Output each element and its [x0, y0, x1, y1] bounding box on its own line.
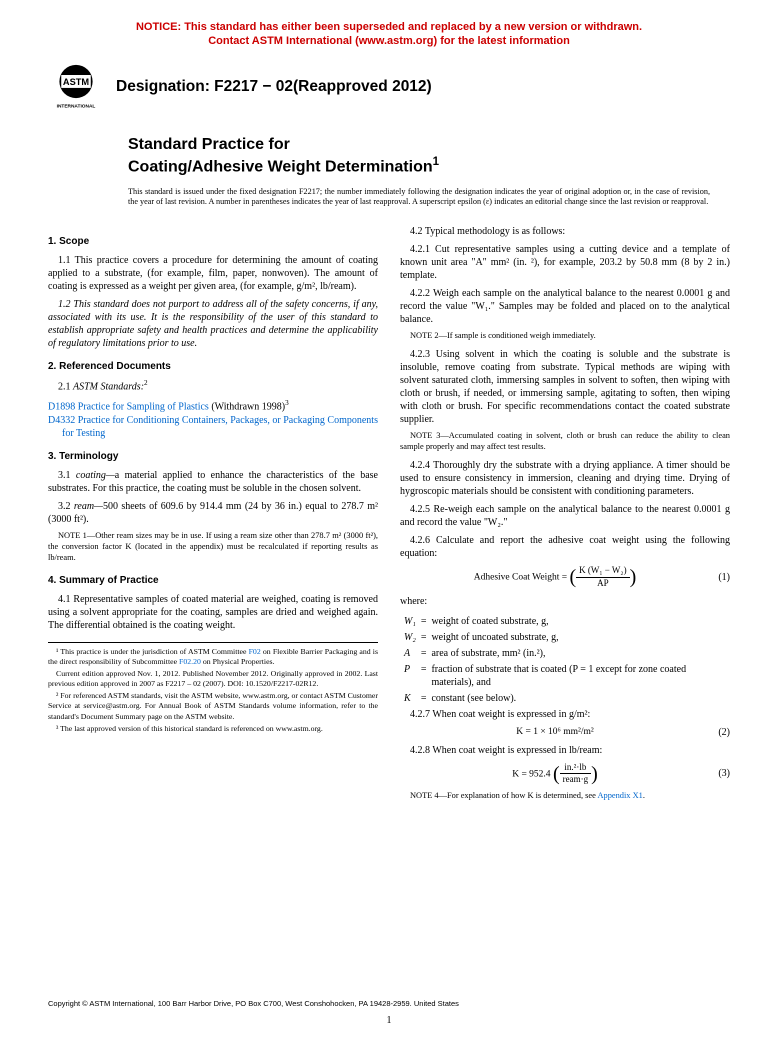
- p422: 4.2.2 Weigh each sample on the analytica…: [400, 287, 730, 326]
- eq3-den: ream·g: [560, 774, 591, 786]
- page-number: 1: [0, 1014, 778, 1027]
- equation-1: Adhesive Coat Weight = (K (W₁ − W₂)AP) (…: [400, 565, 730, 589]
- ref-d4332-text[interactable]: Practice for Conditioning Containers, Pa…: [62, 415, 378, 439]
- p42: 4.2 Typical methodology is as follows:: [400, 225, 730, 238]
- fn1c: on Physical Properties.: [201, 657, 275, 666]
- title-line2: Coating/Adhesive Weight Determination1: [128, 155, 730, 177]
- ref-d1898-text[interactable]: Practice for Sampling of Plastics: [78, 401, 209, 412]
- term-ream: 3.2 ream—500 sheets of 609.6 by 914.4 mm…: [48, 500, 378, 526]
- w1-def: weight of coated substrate, g,: [431, 615, 728, 629]
- note-4: NOTE 4—For explanation of how K is deter…: [400, 791, 730, 802]
- p-def: fraction of substrate that is coated (P …: [431, 663, 728, 690]
- term-coating-term: coating—: [76, 470, 115, 481]
- fn1-link2[interactable]: F02.20: [179, 657, 201, 666]
- eq1-num: K (W₁ − W₂): [576, 565, 629, 578]
- eq1-no: (1): [710, 571, 730, 584]
- p425: 4.2.5 Re-weigh each sample on the analyt…: [400, 503, 730, 529]
- header: ASTM INTERNATIONAL Designation: F2217 − …: [48, 63, 730, 111]
- term-coating: 3.1 coating—a material applied to enhanc…: [48, 469, 378, 495]
- summary-p1: 4.1 Representative samples of coated mat…: [48, 593, 378, 632]
- term-coating-num: 3.1: [58, 470, 76, 481]
- eq3-num: in.²·lb: [560, 762, 591, 775]
- refdocs-head: 2. Referenced Documents: [48, 360, 378, 373]
- fn1-link1[interactable]: F02: [249, 647, 261, 656]
- where-w2: W₂=weight of uncoated substrate, g,: [404, 631, 728, 645]
- where-k: K=constant (see below).: [404, 692, 728, 706]
- where-w1: W₁=weight of coated substrate, g,: [404, 615, 728, 629]
- refdocs-p1: 2.1 ASTM Standards:2: [48, 379, 378, 393]
- scope-p1: 1.1 This practice covers a procedure for…: [48, 254, 378, 293]
- svg-text:INTERNATIONAL: INTERNATIONAL: [57, 103, 96, 109]
- where-label: where:: [400, 595, 730, 608]
- ref-d1898-suffix: (Withdrawn 1998): [209, 401, 285, 412]
- eq3-no: (3): [710, 767, 730, 780]
- ref-d4332-code[interactable]: D4332: [48, 415, 75, 426]
- footnote-1: ¹ This practice is under the jurisdictio…: [48, 647, 378, 667]
- where-a: A=area of substrate, mm² (in.²),: [404, 647, 728, 661]
- w2-sym: W₂: [404, 631, 419, 645]
- body-columns: 1. Scope 1.1 This practice covers a proc…: [48, 225, 730, 807]
- w2-def: weight of uncoated substrate, g,: [431, 631, 728, 645]
- refdocs-p1-italic: ASTM Standards:: [73, 382, 144, 393]
- k-sym: K: [404, 692, 419, 706]
- note-1: NOTE 1—Other ream sizes may be in use. I…: [48, 531, 378, 564]
- title-line1: Standard Practice for: [128, 135, 730, 155]
- eq2: K = 1 × 10⁶ mm²/m²: [400, 726, 710, 738]
- copyright: Copyright © ASTM International, 100 Barr…: [48, 999, 459, 1009]
- ref-d4332: D4332 Practice for Conditioning Containe…: [62, 414, 378, 440]
- p427: 4.2.7 When coat weight is expressed in g…: [400, 708, 730, 721]
- notice-line2: Contact ASTM International (www.astm.org…: [48, 34, 730, 48]
- where-p: P=fraction of substrate that is coated (…: [404, 663, 728, 690]
- footnote-1d: Current edition approved Nov. 1, 2012. P…: [48, 669, 378, 689]
- notice-line1: NOTICE: This standard has either been su…: [48, 20, 730, 34]
- equation-2: K = 1 × 10⁶ mm²/m² (2): [400, 726, 730, 739]
- note-2: NOTE 2—If sample is conditioned weigh im…: [400, 331, 730, 342]
- footnotes: ¹ This practice is under the jurisdictio…: [48, 642, 378, 734]
- fn1a: ¹ This practice is under the jurisdictio…: [56, 647, 249, 656]
- svg-text:ASTM: ASTM: [63, 77, 89, 87]
- equation-3: K = 952.4 (in.²·lbream·g) (3): [400, 762, 730, 786]
- notice-banner: NOTICE: This standard has either been su…: [48, 20, 730, 49]
- issue-note: This standard is issued under the fixed …: [128, 187, 710, 208]
- eq1-den: AP: [576, 578, 629, 590]
- scope-head: 1. Scope: [48, 235, 378, 248]
- footnote-2: ² For referenced ASTM standards, visit t…: [48, 691, 378, 721]
- title-block: Standard Practice for Coating/Adhesive W…: [128, 135, 730, 177]
- eq2-no: (2): [710, 726, 730, 739]
- where-table: W₁=weight of coated substrate, g, W₂=wei…: [402, 613, 730, 708]
- refdocs-p1-sup: 2: [144, 379, 148, 387]
- designation: Designation: F2217 − 02(Reapproved 2012): [116, 77, 432, 97]
- term-ream-term: ream—: [74, 501, 103, 512]
- a-def: area of substrate, mm² (in.²),: [431, 647, 728, 661]
- a-sym: A: [404, 647, 419, 661]
- note-3: NOTE 3—Accumulated coating in solvent, c…: [400, 431, 730, 453]
- ref-d1898-sup: 3: [285, 399, 289, 407]
- ref-d1898: D1898 Practice for Sampling of Plastics …: [62, 399, 378, 413]
- right-column: 4.2 Typical methodology is as follows: 4…: [400, 225, 730, 807]
- left-column: 1. Scope 1.1 This practice covers a proc…: [48, 225, 378, 807]
- ref-d1898-code[interactable]: D1898: [48, 401, 75, 412]
- term-ream-num: 3.2: [58, 501, 74, 512]
- p428: 4.2.8 When coat weight is expressed in l…: [400, 744, 730, 757]
- astm-logo: ASTM INTERNATIONAL: [48, 63, 104, 111]
- w1-sym: W₁: [404, 615, 419, 629]
- eq1-label: Adhesive Coat Weight =: [474, 573, 567, 583]
- refdocs-p1-prefix: 2.1: [58, 382, 73, 393]
- eq3-lead: K = 952.4: [512, 769, 550, 779]
- note4-pre: NOTE 4—For explanation of how K is deter…: [410, 791, 597, 800]
- terminology-head: 3. Terminology: [48, 450, 378, 463]
- p-sym: P: [404, 663, 419, 690]
- p423: 4.2.3 Using solvent in which the coating…: [400, 348, 730, 426]
- k-def: constant (see below).: [431, 692, 728, 706]
- note4-post: .: [643, 791, 645, 800]
- scope-p2: 1.2 This standard does not purport to ad…: [48, 298, 378, 350]
- p424: 4.2.4 Thoroughly dry the substrate with …: [400, 459, 730, 498]
- summary-head: 4. Summary of Practice: [48, 574, 378, 587]
- title-line2-text: Coating/Adhesive Weight Determination: [128, 158, 433, 175]
- p421: 4.2.1 Cut representative samples using a…: [400, 243, 730, 282]
- title-sup: 1: [433, 156, 439, 168]
- footnote-3: ³ The last approved version of this hist…: [48, 724, 378, 734]
- p426: 4.2.6 Calculate and report the adhesive …: [400, 534, 730, 560]
- note4-link[interactable]: Appendix X1: [597, 791, 642, 800]
